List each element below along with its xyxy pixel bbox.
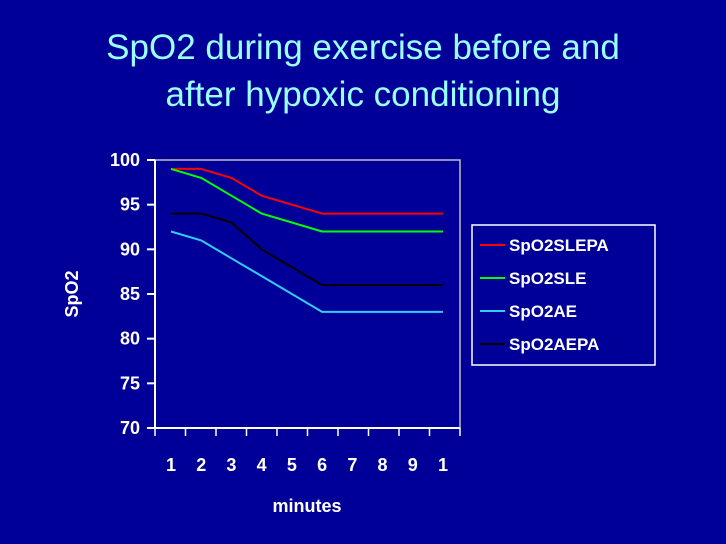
y-tick-label: 90: [120, 239, 140, 259]
y-tick-label: 75: [120, 373, 140, 393]
x-tick-label: 5: [287, 455, 297, 475]
x-tick-label: 9: [408, 455, 418, 475]
legend: SpO2SLEPA SpO2SLE SpO2AE SpO2AEPA: [471, 224, 656, 366]
y-tick-label: 70: [120, 418, 140, 438]
plot-area: [154, 159, 461, 429]
x-tick-label: 7: [347, 455, 357, 475]
legend-box: [471, 224, 656, 366]
series-line-spo2ae: [170, 230, 443, 313]
x-axis-title: minutes: [272, 496, 341, 516]
slide-title-line-2: after hypoxic conditioning: [165, 75, 561, 114]
x-tick-label: 2: [196, 455, 206, 475]
x-tick-label: 6: [317, 455, 327, 475]
y-axis-ticks: 100 95 90 85 80 75 70: [110, 150, 155, 438]
y-tick-label: 100: [110, 150, 140, 170]
legend-label: SpO2AE: [509, 302, 577, 321]
series-line-spo2sle: [170, 167, 443, 233]
x-tick-label: 8: [378, 455, 388, 475]
y-tick-label: 95: [120, 195, 140, 215]
y-tick-label: 85: [120, 284, 140, 304]
slide-title-line-1: SpO2 during exercise before and: [106, 28, 620, 67]
legend-label: SpO2SLE: [509, 269, 586, 288]
series-lines: [170, 167, 443, 313]
x-tick-label: 4: [257, 455, 267, 475]
legend-label: SpO2AEPA: [509, 335, 599, 354]
x-tick-label: 3: [226, 455, 236, 475]
series-line-spo2slepa: [171, 167, 443, 215]
slide-title: SpO2 during exercise before and after hy…: [0, 24, 726, 118]
series-line-spo2aepa: [171, 212, 443, 287]
y-tick-label: 80: [120, 329, 140, 349]
y-axis-title: SpO2: [62, 270, 82, 317]
x-tick-label: 1: [166, 455, 176, 475]
legend-label: SpO2SLEPA: [509, 236, 609, 255]
x-tick-label: 1: [438, 455, 448, 475]
